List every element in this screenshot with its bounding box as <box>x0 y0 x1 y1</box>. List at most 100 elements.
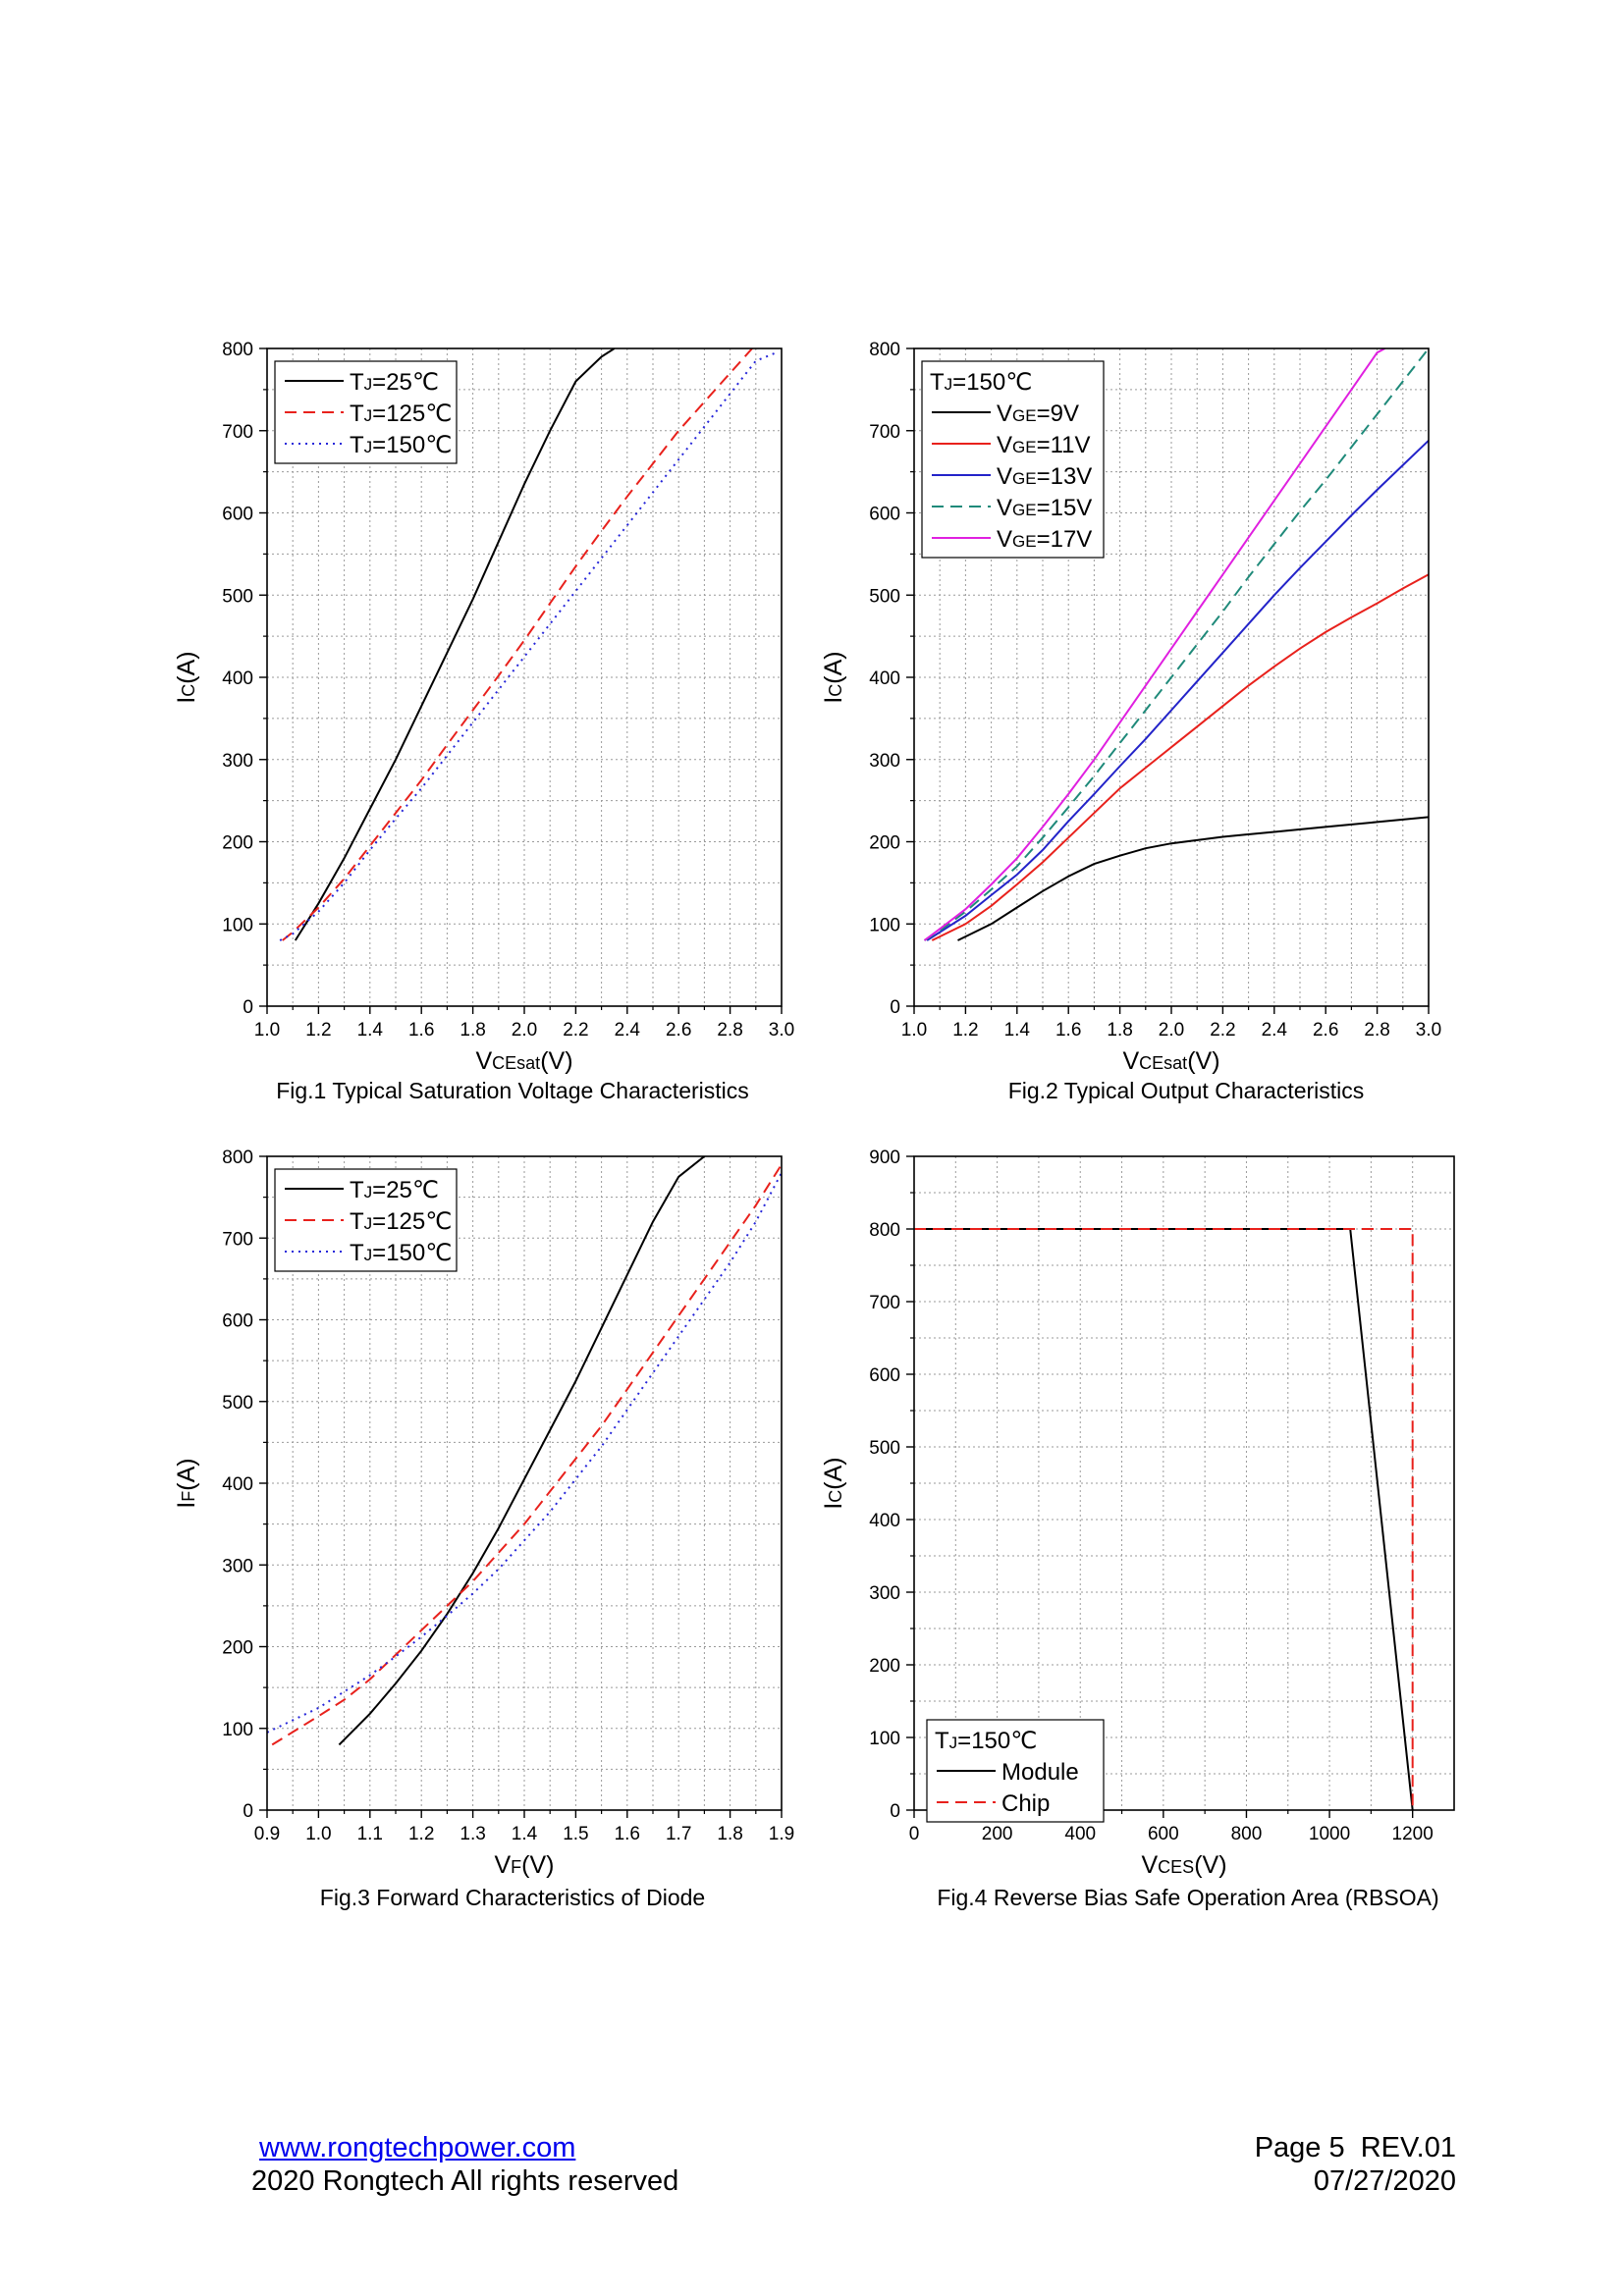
x-tick-label: 3.0 <box>1416 1020 1441 1041</box>
x-tick-label: 1.3 <box>460 1824 485 1844</box>
y-tick-label: 700 <box>869 1293 900 1313</box>
grid <box>913 1155 1454 1811</box>
x-tick-label: 1.6 <box>1055 1020 1081 1041</box>
x-tick-label: 2.6 <box>1313 1020 1338 1041</box>
x-tick-label: 200 <box>982 1824 1013 1844</box>
x-axis-label: VCEsat(V) <box>1122 1047 1219 1075</box>
legend-label-1: VGE=9V <box>997 400 1079 427</box>
series-line-3 <box>926 440 1429 941</box>
x-tick-label: 2.2 <box>1210 1020 1235 1041</box>
y-tick-label: 400 <box>222 1474 253 1495</box>
legend: TJ=150℃ Module Chip <box>926 1719 1105 1823</box>
legend: TJ=25℃ TJ=125℃ TJ=150℃ <box>274 360 458 464</box>
x-tick-label: 1.4 <box>512 1824 538 1844</box>
x-axis-label: VCEsat(V) <box>475 1047 572 1075</box>
x-tick-label: 1.0 <box>254 1020 280 1041</box>
chart-1: 1.0 1.2 1.4 1.6 1.8 2.0 2.2 2.4 2.6 2.8 3.0 0 100 200… <box>173 340 794 1075</box>
x-tick-label: 1.4 <box>357 1020 384 1041</box>
y-tick-label: 400 <box>869 668 900 689</box>
y-tick-label: 800 <box>222 340 253 360</box>
y-axis-label: IC(A) <box>820 1457 847 1509</box>
x-tick-label: 1.6 <box>615 1824 640 1844</box>
legend: TJ=25℃ TJ=125℃ TJ=150℃ <box>274 1168 458 1272</box>
y-tick-label: 400 <box>869 1511 900 1531</box>
y-tick-label: 600 <box>869 1365 900 1386</box>
legend-title: TJ=150℃ <box>930 369 1032 396</box>
x-tick-label: 2.0 <box>1159 1020 1184 1041</box>
footer-page: Page 5 REV.01 <box>1254 2132 1456 2163</box>
x-tick-label: 1.9 <box>769 1824 794 1844</box>
y-tick-label: 800 <box>869 340 900 360</box>
x-tick-label: 0 <box>909 1824 920 1844</box>
x-tick-label: 0.9 <box>254 1824 280 1844</box>
series-line-1 <box>338 1156 706 1746</box>
x-tick-label: 1.5 <box>563 1824 588 1844</box>
chart-4: 0 200 400 600 800 1000 1200 0 100 200 300 400 500 600… <box>820 1148 1455 1879</box>
footer-copyright: 2020 Rongtech All rights reserved <box>251 2165 679 2197</box>
legend-label-5: VGE=17V <box>997 526 1092 553</box>
x-tick-label: 1.0 <box>305 1824 331 1844</box>
footer-website[interactable]: www.rongtechpower.com <box>259 2132 575 2164</box>
y-tick-label: 900 <box>869 1148 900 1168</box>
y-tick-label: 100 <box>222 915 253 935</box>
y-tick-label: 700 <box>222 422 253 443</box>
y-tick-label: 500 <box>869 1438 900 1459</box>
x-tick-label: 2.0 <box>512 1020 537 1041</box>
y-tick-label: 300 <box>222 751 253 772</box>
chart-3: 0.9 1.0 1.1 1.2 1.3 1.4 1.5 1.6 1.7 1.8 1.9 0 100 200… <box>173 1148 794 1879</box>
legend-label-3: VGE=13V <box>997 463 1092 490</box>
y-tick-label: 0 <box>890 997 900 1018</box>
y-tick-label: 700 <box>869 422 900 443</box>
x-tick-label: 1.4 <box>1004 1020 1031 1041</box>
x-tick-label: 400 <box>1064 1824 1096 1844</box>
x-tick-label: 2.6 <box>666 1020 691 1041</box>
legend-label-2: Chip <box>1001 1790 1050 1817</box>
y-tick-label: 700 <box>222 1229 253 1250</box>
x-tick-label: 1.6 <box>408 1020 434 1041</box>
y-tick-label: 800 <box>222 1148 253 1168</box>
x-tick-label: 1.2 <box>952 1020 978 1041</box>
x-tick-label: 3.0 <box>769 1020 794 1041</box>
x-tick-label: 1.8 <box>1107 1020 1132 1041</box>
y-tick-label: 200 <box>222 1638 253 1659</box>
x-tick-label: 1000 <box>1309 1824 1350 1844</box>
fig3-caption: Fig.3 Forward Characteristics of Diode <box>319 1885 706 1910</box>
series-line-2 <box>931 573 1429 941</box>
legend-label-1: TJ=25℃ <box>350 1177 439 1203</box>
legend-label-2: TJ=125℃ <box>350 400 452 427</box>
y-tick-label: 100 <box>222 1720 253 1740</box>
x-tick-label: 600 <box>1148 1824 1179 1844</box>
y-tick-label: 600 <box>222 505 253 525</box>
y-tick-label: 400 <box>222 668 253 689</box>
series-line-4 <box>923 348 1429 941</box>
x-tick-label: 2.8 <box>717 1020 742 1041</box>
series-line-3 <box>267 1172 782 1734</box>
x-tick-label: 1.2 <box>408 1824 434 1844</box>
x-tick-label: 1.2 <box>305 1020 331 1041</box>
x-tick-label: 800 <box>1231 1824 1263 1844</box>
legend: TJ=150℃ VGE=9V VGE=11V VGE=13V VGE=15V VGE=17… <box>921 360 1105 559</box>
y-tick-label: 800 <box>869 1220 900 1241</box>
legend-label-4: VGE=15V <box>997 495 1092 521</box>
x-tick-label: 1.8 <box>460 1020 485 1041</box>
legend-label-1: TJ=25℃ <box>350 369 439 396</box>
y-tick-label: 0 <box>243 1801 253 1822</box>
series-line-3 <box>279 351 778 941</box>
series-line-2 <box>282 348 754 941</box>
y-tick-label: 200 <box>222 833 253 854</box>
legend-label-1: Module <box>1001 1759 1079 1786</box>
footer-date: 07/27/2020 <box>1313 2165 1456 2197</box>
y-tick-label: 500 <box>869 586 900 607</box>
series-line-2 <box>271 1163 782 1746</box>
y-tick-label: 300 <box>869 751 900 772</box>
legend-label-3: TJ=150℃ <box>350 432 452 458</box>
website-link[interactable]: www.rongtechpower.com <box>259 2132 576 2163</box>
legend-box <box>921 360 1105 559</box>
x-tick-label: 2.2 <box>563 1020 588 1041</box>
y-axis-label: IC(A) <box>820 651 847 703</box>
y-tick-label: 500 <box>222 586 253 607</box>
y-axis-label: IF(A) <box>173 1458 200 1508</box>
series-line-5 <box>923 348 1385 941</box>
fig1-caption: Fig.1 Typical Saturation Voltage Charact… <box>276 1078 749 1103</box>
